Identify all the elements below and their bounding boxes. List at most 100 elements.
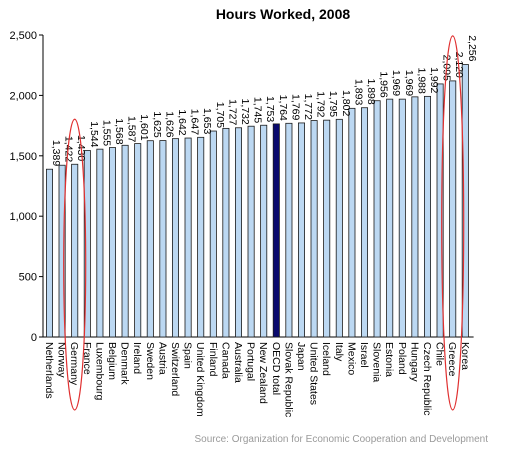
y-tick-label: 1,000 [9,211,37,223]
x-tick-label: Korea [459,342,471,370]
data-label: 1,795 [327,91,339,117]
data-label: 1,988 [415,68,427,94]
bar-oecd-total [272,123,280,338]
data-label: 1,568 [113,118,125,144]
bar-ireland [134,143,142,338]
circle-greece [441,35,465,411]
x-tick-label: Netherlands [43,342,55,399]
bar-finland [209,130,217,338]
bar-estonia [386,98,394,338]
x-tick-label: United Kingdom [194,342,206,417]
y-tick-label: 500 [19,272,37,284]
data-label: 1,792 [315,91,327,117]
data-label: 1,601 [138,114,150,140]
data-label: 1,898 [365,78,377,104]
bar-united-states [310,120,318,338]
x-tick-label: Finland [207,342,219,377]
data-label: 1,626 [163,111,175,137]
x-tick-label: Slovak Republic [282,342,294,417]
bar-germany [71,163,79,338]
x-tick-label: Canada [219,342,231,379]
data-label: 1,772 [302,94,314,120]
bar-iceland [323,119,331,338]
data-label: 1,745 [252,97,264,123]
bar-norway [58,164,66,338]
x-tick-label: Israel [358,342,370,368]
x-tick-label: Spain [182,342,194,369]
data-label: 1,732 [239,98,251,124]
x-tick-label: Norway [56,342,68,378]
bar-switzerland [171,138,179,338]
data-label: 1,769 [289,94,301,120]
x-tick-label: Austria [156,342,168,375]
x-tick-label: Belgium [106,342,118,380]
data-label: 1,969 [390,70,402,96]
data-label: 1,389 [50,140,62,166]
x-tick-label: Estonia [383,342,395,377]
bar-greece [449,80,457,338]
x-tick-label: Czech Republic [421,342,433,416]
bar-france [83,150,91,338]
x-tick-label: Italy [333,342,345,362]
bar-poland [398,98,406,338]
x-tick-label: Poland [396,342,408,375]
x-tick-label: Ireland [131,342,143,374]
data-label: 1,893 [352,79,364,105]
highlight-circles [63,35,465,411]
bar-sweden [146,140,154,338]
x-tick-label: Iceland [320,342,332,376]
data-label: 1,587 [126,116,138,142]
bar-slovenia [373,100,381,338]
bar-australia [234,127,242,338]
x-tick-label: Slovenia [371,342,383,382]
x-tick-label: Japan [295,342,307,371]
bar-mexico [348,107,356,338]
data-label: 1,764 [277,95,289,121]
bar-hungary [411,96,419,338]
data-label: 1,642 [176,109,188,135]
data-label: 2,256 [466,35,478,61]
chart-title: Hours Worked, 2008 [216,6,351,22]
data-label: 1,625 [151,111,163,137]
data-label: 1,992 [428,67,440,93]
bars [46,64,469,338]
data-label: 1,544 [88,121,100,147]
data-label: 1,753 [264,96,276,122]
x-tick-label: OECD total [270,342,282,395]
bar-spain [184,137,192,338]
x-tick-label: Mexico [345,342,357,375]
bar-netherlands [46,168,54,338]
data-label: 1,647 [189,109,201,135]
bar-belgium [109,147,117,338]
bar-united-kingdom [197,136,205,338]
x-tick-label: Denmark [119,342,131,385]
bar-slovak-republic [285,122,293,338]
bar-czech-republic [423,95,431,338]
y-tick-label: 2,000 [9,90,37,102]
x-tick-label: United States [308,342,320,405]
x-tick-label: Switzerland [169,342,181,396]
x-tick-label: Chile [434,342,446,366]
x-tick-label: Greece [446,342,458,377]
x-tick-label: Luxembourg [93,342,105,401]
y-tick-label: 1,500 [9,151,37,163]
bar-portugal [247,125,255,338]
data-label: 1,555 [100,120,112,146]
bar-japan [297,122,305,338]
bar-italy [335,118,343,338]
x-tick-label: New Zealand [257,342,269,404]
x-tick-label: Germany [68,342,80,386]
source-note: Source: Organization for Economic Cooper… [195,434,489,445]
bar-canada [222,127,230,338]
data-label: 1,653 [201,108,213,134]
bar-chile [436,83,444,338]
data-label: 1,956 [378,71,390,97]
data-label: 1,969 [403,70,415,96]
x-axis-labels: Netherlands Norway Germany France Luxembourg… [43,342,471,417]
bar-korea [461,64,469,338]
bar-luxembourg [96,148,104,338]
bar-new-zealand [260,124,268,338]
data-label: 1,727 [226,99,238,125]
